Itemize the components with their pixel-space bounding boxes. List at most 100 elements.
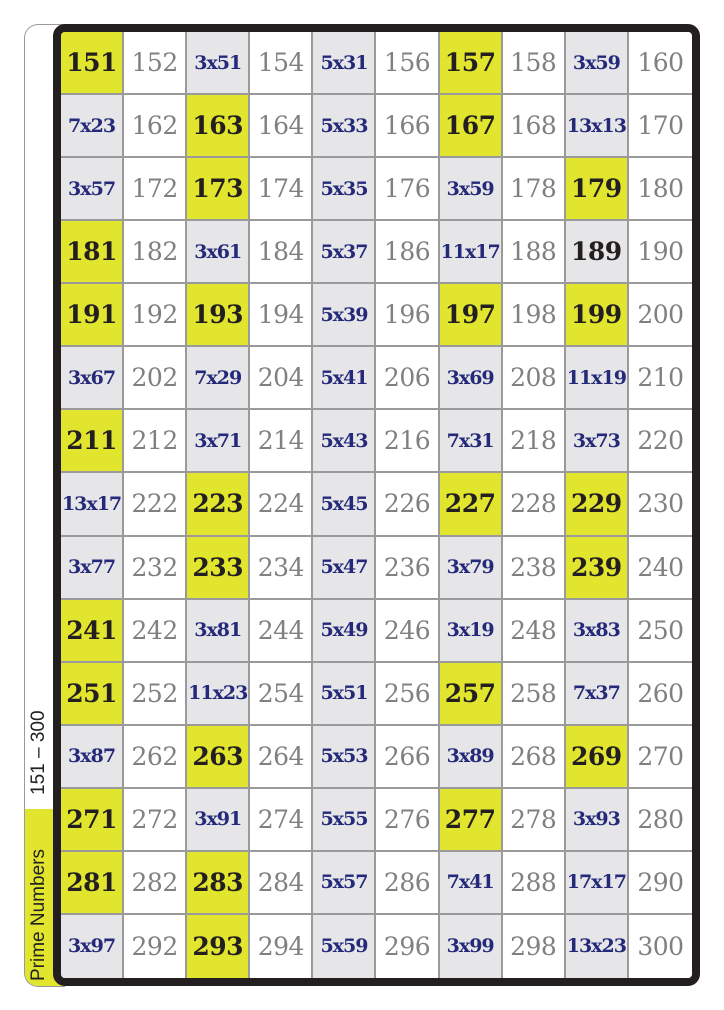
prime-cell: 229 <box>565 473 629 537</box>
even-cell: 252 <box>124 662 188 726</box>
even-cell: 182 <box>124 221 188 285</box>
composite-cell: 3x87 <box>61 725 125 789</box>
prime-cell: 281 <box>61 851 125 915</box>
composite-cell: 7x37 <box>565 662 629 726</box>
composite-cell: 5x55 <box>313 788 377 852</box>
composite-cell: 5x31 <box>313 32 377 96</box>
even-cell: 164 <box>250 95 314 159</box>
composite-cell: 3x79 <box>439 536 503 600</box>
composite-cell: 5x57 <box>313 851 377 915</box>
composite-cell: 5x51 <box>313 662 377 726</box>
composite-cell: 11x17 <box>439 221 503 285</box>
composite-cell: 3x59 <box>439 158 503 222</box>
even-cell: 184 <box>250 221 314 285</box>
composite-cell: 3x89 <box>439 725 503 789</box>
even-cell: 282 <box>124 851 188 915</box>
prime-cell: 179 <box>565 158 629 222</box>
composite-cell: 7x23 <box>61 95 125 159</box>
composite-cell: 5x49 <box>313 599 377 663</box>
even-cell: 244 <box>250 599 314 663</box>
even-cell: 236 <box>376 536 440 600</box>
even-cell: 208 <box>502 347 566 411</box>
prime-cell: 199 <box>565 284 629 348</box>
even-cell: 200 <box>628 284 692 348</box>
composite-cell: 13x17 <box>61 473 125 537</box>
even-cell: 290 <box>628 851 692 915</box>
composite-cell: 3x59 <box>565 32 629 96</box>
even-cell: 160 <box>628 32 692 96</box>
prime-cell: 233 <box>187 536 251 600</box>
even-cell: 192 <box>124 284 188 348</box>
composite-cell: 3x99 <box>439 914 503 978</box>
even-cell: 172 <box>124 158 188 222</box>
composite-cell: 189 <box>565 221 629 285</box>
even-cell: 202 <box>124 347 188 411</box>
even-cell: 206 <box>376 347 440 411</box>
even-cell: 300 <box>628 914 692 978</box>
prime-cell: 167 <box>439 95 503 159</box>
even-cell: 218 <box>502 410 566 474</box>
even-cell: 158 <box>502 32 566 96</box>
composite-cell: 3x71 <box>187 410 251 474</box>
even-cell: 288 <box>502 851 566 915</box>
even-cell: 260 <box>628 662 692 726</box>
even-cell: 228 <box>502 473 566 537</box>
composite-cell: 3x69 <box>439 347 503 411</box>
composite-cell: 3x57 <box>61 158 125 222</box>
even-cell: 214 <box>250 410 314 474</box>
even-cell: 262 <box>124 725 188 789</box>
prime-cell: 173 <box>187 158 251 222</box>
even-cell: 230 <box>628 473 692 537</box>
even-cell: 294 <box>250 914 314 978</box>
even-cell: 278 <box>502 788 566 852</box>
even-cell: 298 <box>502 914 566 978</box>
even-cell: 152 <box>124 32 188 96</box>
even-cell: 234 <box>250 536 314 600</box>
prime-cell: 277 <box>439 788 503 852</box>
composite-cell: 3x91 <box>187 788 251 852</box>
even-cell: 266 <box>376 725 440 789</box>
even-cell: 296 <box>376 914 440 978</box>
composite-cell: 5x59 <box>313 914 377 978</box>
even-cell: 274 <box>250 788 314 852</box>
even-cell: 204 <box>250 347 314 411</box>
even-cell: 276 <box>376 788 440 852</box>
composite-cell: 5x37 <box>313 221 377 285</box>
composite-cell: 5x47 <box>313 536 377 600</box>
even-cell: 268 <box>502 725 566 789</box>
even-cell: 224 <box>250 473 314 537</box>
even-cell: 188 <box>502 221 566 285</box>
number-grid: 151 152 3x51 154 5x31 156 157 158 3x59 160 7x23 162… <box>61 32 692 978</box>
even-cell: 286 <box>376 851 440 915</box>
composite-cell: 7x29 <box>187 347 251 411</box>
even-cell: 232 <box>124 536 188 600</box>
even-cell: 238 <box>502 536 566 600</box>
prime-cell: 239 <box>565 536 629 600</box>
prime-cell: 197 <box>439 284 503 348</box>
even-cell: 178 <box>502 158 566 222</box>
even-cell: 194 <box>250 284 314 348</box>
prime-cell: 257 <box>439 662 503 726</box>
even-cell: 166 <box>376 95 440 159</box>
even-cell: 264 <box>250 725 314 789</box>
composite-cell: 3x83 <box>565 599 629 663</box>
even-cell: 176 <box>376 158 440 222</box>
composite-cell: 5x35 <box>313 158 377 222</box>
composite-cell: 11x19 <box>565 347 629 411</box>
composite-cell: 5x41 <box>313 347 377 411</box>
prime-cell: 163 <box>187 95 251 159</box>
even-cell: 254 <box>250 662 314 726</box>
even-cell: 258 <box>502 662 566 726</box>
even-cell: 272 <box>124 788 188 852</box>
composite-cell: 3x61 <box>187 221 251 285</box>
composite-cell: 3x51 <box>187 32 251 96</box>
even-cell: 220 <box>628 410 692 474</box>
even-cell: 154 <box>250 32 314 96</box>
even-cell: 248 <box>502 599 566 663</box>
even-cell: 256 <box>376 662 440 726</box>
sheet-title: Prime Numbers <box>28 849 49 981</box>
number-range: 151 – 300 <box>28 710 49 795</box>
composite-cell: 5x45 <box>313 473 377 537</box>
prime-cell: 211 <box>61 410 125 474</box>
prime-cell: 271 <box>61 788 125 852</box>
